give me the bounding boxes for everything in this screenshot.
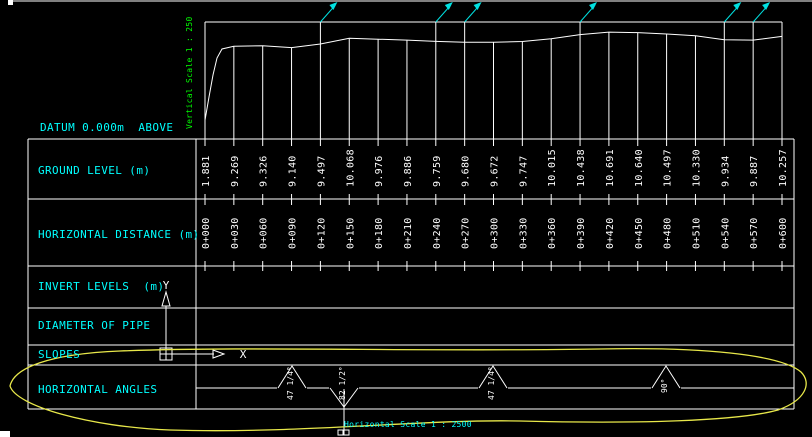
ground-level-value: 9.672	[490, 155, 501, 187]
ground-level-value: 10.438	[576, 149, 587, 187]
ground-level-value: 9.497	[316, 155, 327, 187]
horizontal-scale-label: Horizontal Scale 1 : 2500	[344, 420, 472, 429]
angle-label: 90°	[660, 379, 669, 393]
leader-arrow-icon	[762, 2, 771, 10]
angle-label: 82 1/2°	[338, 366, 347, 400]
ground-level-value: 10.640	[634, 149, 645, 187]
station-chainage-label: 0+330	[518, 217, 529, 249]
leader-arrow-icon	[444, 2, 453, 10]
station-chainage-label: 0+300	[490, 217, 501, 249]
ground-level-value: 10.257	[778, 149, 789, 187]
angle-mark-peak	[277, 365, 307, 389]
ground-level-value: 10.015	[547, 149, 558, 187]
leader-arrow-icon	[473, 2, 482, 10]
ucs-y-arrow-icon	[161, 290, 171, 307]
station-chainage-label: 0+450	[634, 217, 645, 249]
angle-mark-peak	[651, 365, 681, 389]
station-chainage-label: 0+540	[720, 217, 731, 249]
station-chainage-label: 0+210	[403, 217, 414, 249]
vertical-scale-label: Vertical Scale 1 : 250	[185, 16, 194, 129]
ground-level-value: 9.759	[432, 155, 443, 187]
ground-profile-line	[204, 31, 783, 121]
ground-level-value: 9.140	[288, 155, 299, 187]
ground-level-value: 9.934	[720, 155, 731, 187]
grip-marker	[343, 429, 350, 436]
station-chainage-label: 0+480	[663, 217, 674, 249]
station-chainage-label: 0+090	[288, 217, 299, 249]
ground-level-value: 9.269	[230, 155, 241, 187]
leader-arrow-icon	[589, 2, 597, 10]
station-chainage-label: 0+240	[432, 217, 443, 249]
ground-level-value: 10.330	[691, 149, 702, 187]
station-chainage-label: 0+120	[316, 217, 327, 249]
ground-level-value: 9.747	[518, 155, 529, 187]
ground-level-value: 9.326	[259, 155, 270, 187]
ground-level-value: 9.976	[374, 155, 385, 187]
station-chainage-label: 0+000	[201, 217, 212, 249]
ground-level-value: 10.068	[345, 149, 356, 187]
leader-arrow-icon	[329, 2, 338, 10]
ground-level-value: 1.881	[201, 155, 212, 187]
station-chainage-label: 0+180	[374, 217, 385, 249]
station-chainage-label: 0+390	[576, 217, 587, 249]
station-chainage-label: 0+510	[691, 217, 702, 249]
angle-label: 47 1/4°	[487, 366, 496, 400]
ground-level-value: 10.497	[663, 149, 674, 187]
grip-marker	[337, 429, 344, 436]
angle-mark-peak	[478, 365, 508, 389]
station-chainage-label: 0+150	[345, 217, 356, 249]
station-chainage-label: 0+360	[547, 217, 558, 249]
leader-arrow-icon	[733, 2, 742, 10]
station-chainage-label: 0+270	[461, 217, 472, 249]
screen-corner-artifact	[0, 431, 10, 437]
ground-level-value: 9.886	[403, 155, 414, 187]
ucs-x-arrow-icon	[212, 349, 226, 359]
freehand-ellipse-annotation	[9, 348, 807, 432]
ground-level-value: 9.887	[749, 155, 760, 187]
ucs-x-label: X	[240, 348, 247, 361]
station-chainage-label: 0+420	[605, 217, 616, 249]
station-chainage-label: 0+600	[778, 217, 789, 249]
station-chainage-label: 0+030	[230, 217, 241, 249]
angle-label: 47 1/4°	[286, 366, 295, 400]
screen-corner-artifact	[8, 0, 13, 5]
station-chainage-label: 0+060	[259, 217, 270, 249]
ground-level-value: 9.680	[461, 155, 472, 187]
ucs-y-label: Y	[163, 279, 170, 292]
station-chainage-label: 0+570	[749, 217, 760, 249]
ground-level-value: 10.691	[605, 149, 616, 187]
